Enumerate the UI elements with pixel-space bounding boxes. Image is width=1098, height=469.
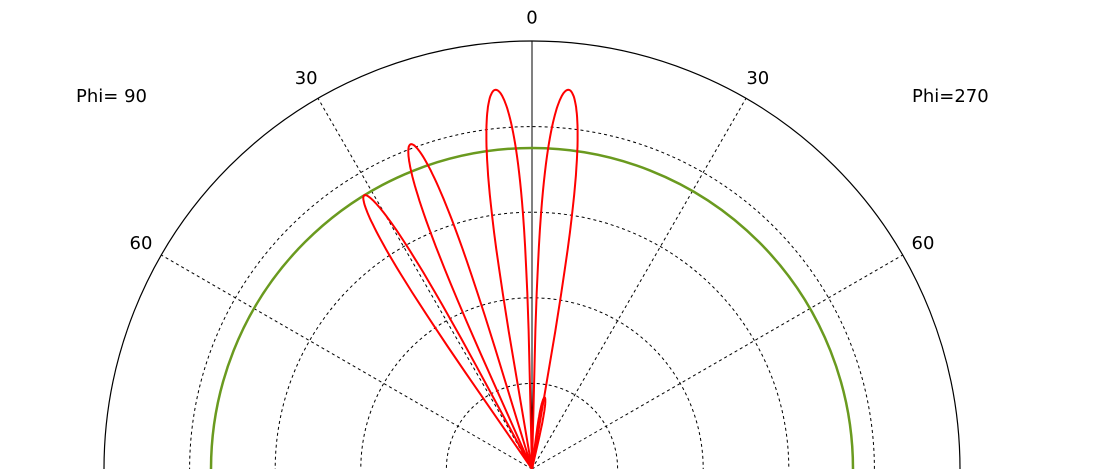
reference-level-circle	[209, 146, 855, 469]
pattern-lobe-5	[531, 396, 547, 469]
angle-tick-label-3: 30	[746, 68, 769, 89]
pattern-lobe-1	[485, 88, 533, 469]
pattern-lobe-4	[362, 194, 533, 469]
pattern-lobe-2	[531, 88, 579, 469]
pattern-lobe-3	[407, 143, 533, 469]
spoke-2	[317, 98, 533, 469]
grid-layer	[103, 40, 961, 469]
series-layer	[209, 88, 855, 469]
angle-tick-label-4: 60	[130, 233, 153, 254]
phi-right-label: Phi=270	[912, 86, 989, 107]
spoke-3	[531, 98, 747, 469]
angle-tick-label-5: 60	[912, 233, 935, 254]
spoke-4	[161, 254, 533, 469]
label-layer: Phi= 90 Phi=270 0 30 30 60 60	[76, 8, 989, 255]
spoke-5	[531, 254, 903, 469]
angle-tick-label-1: 0	[526, 8, 537, 29]
angle-tick-label-2: 30	[295, 68, 318, 89]
phi-left-label: Phi= 90	[76, 86, 147, 107]
